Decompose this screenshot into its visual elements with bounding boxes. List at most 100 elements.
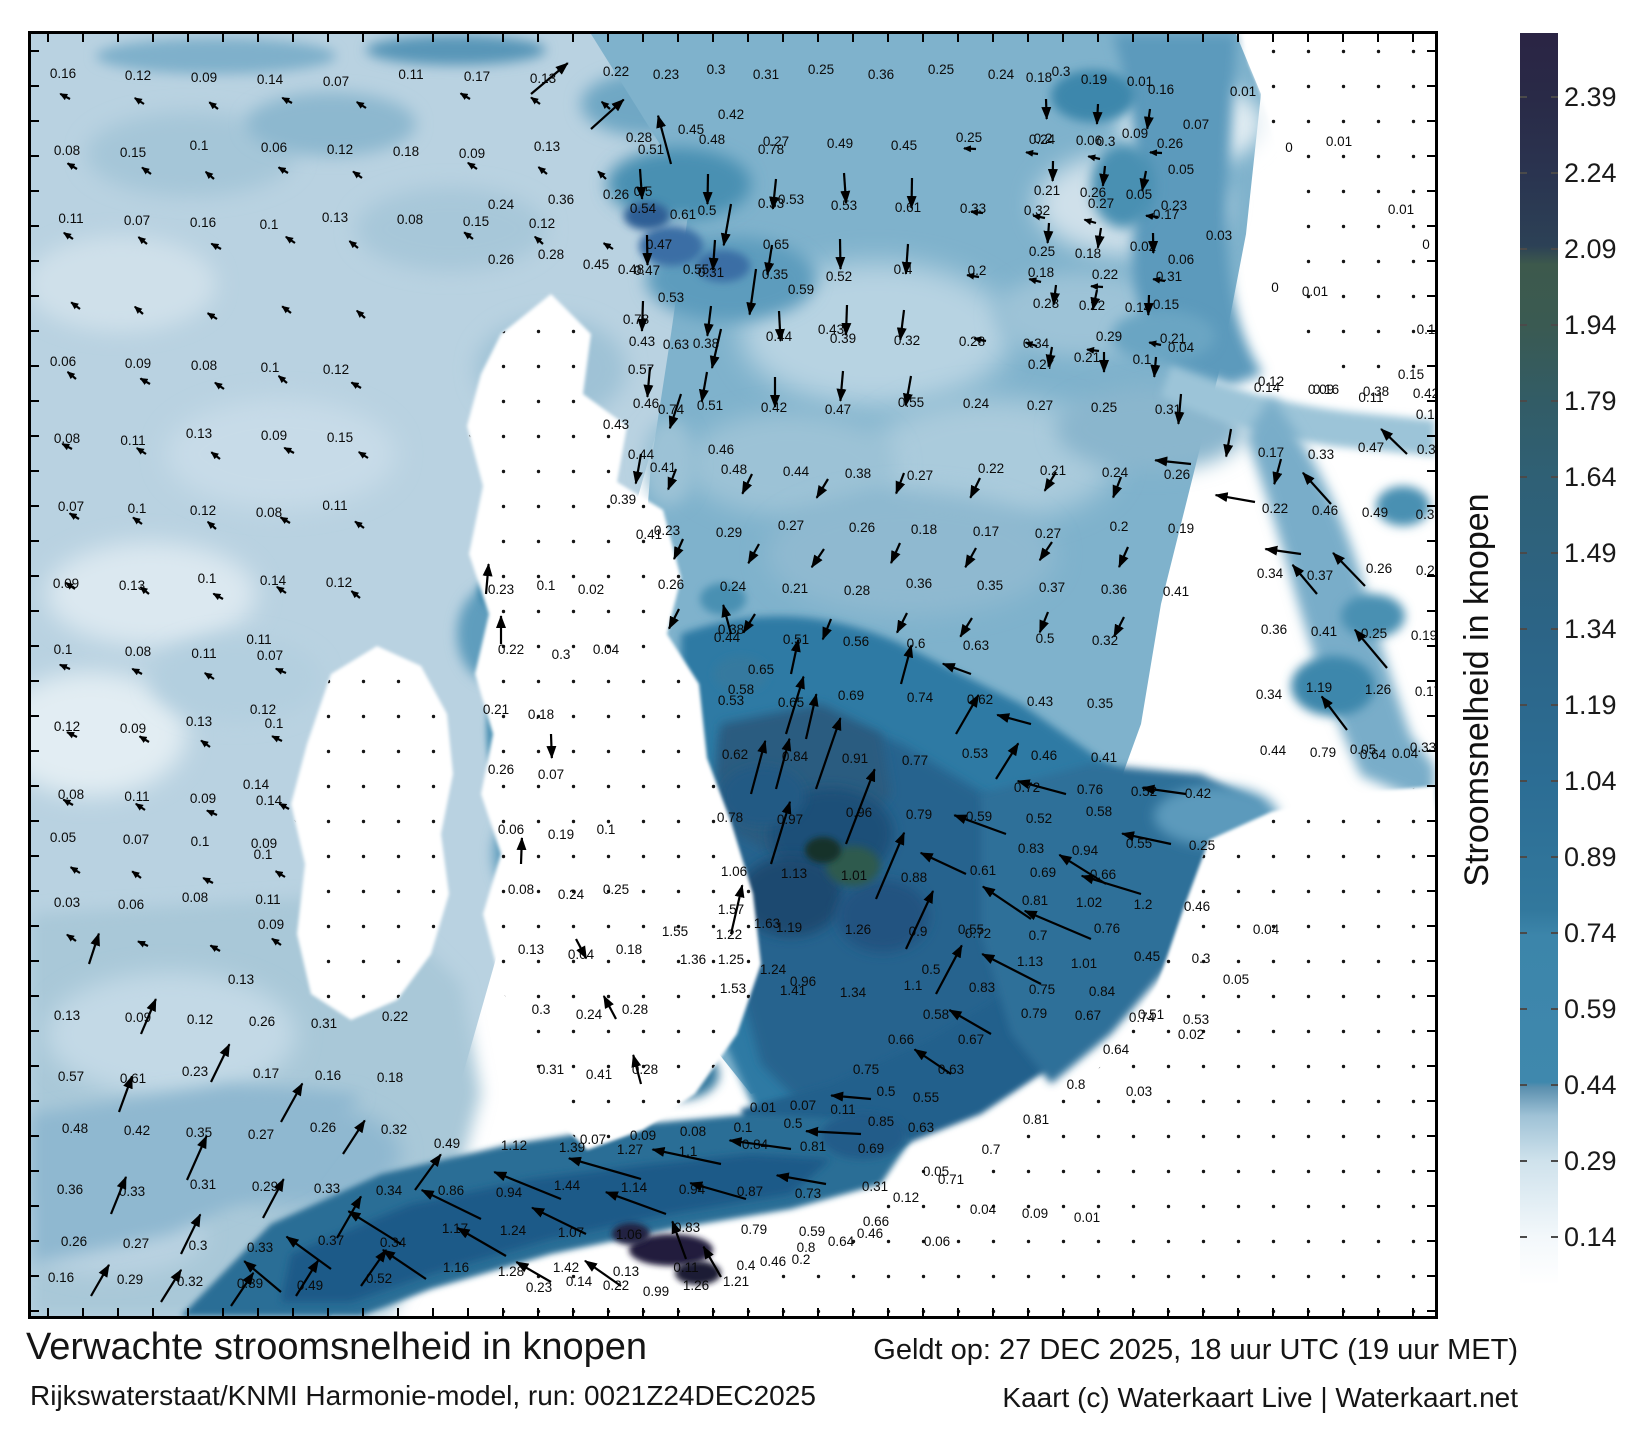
svg-text:0.22: 0.22 [1262, 501, 1288, 516]
svg-text:0.05: 0.05 [1350, 742, 1376, 757]
svg-text:0.42: 0.42 [1413, 386, 1435, 401]
svg-text:0.75: 0.75 [853, 1062, 879, 1077]
svg-text:0.37: 0.37 [1307, 568, 1333, 583]
svg-text:0.18: 0.18 [616, 942, 642, 957]
svg-text:0.59: 0.59 [799, 1224, 825, 1239]
svg-text:0.43: 0.43 [818, 322, 844, 337]
svg-text:0.07: 0.07 [538, 767, 564, 782]
svg-text:1.01: 1.01 [1071, 956, 1097, 971]
colorbar-tick [1520, 932, 1527, 934]
svg-text:0.37: 0.37 [1039, 580, 1065, 595]
svg-text:1.27: 1.27 [617, 1142, 643, 1157]
svg-text:0.26: 0.26 [249, 1014, 275, 1029]
svg-text:0.05: 0.05 [1168, 162, 1194, 177]
svg-text:0.29: 0.29 [1096, 329, 1122, 344]
colorbar-tick [1551, 96, 1558, 98]
svg-text:0.99: 0.99 [643, 1284, 669, 1299]
svg-text:0.12: 0.12 [327, 142, 353, 157]
svg-text:0.31: 0.31 [311, 1016, 337, 1031]
svg-text:1.19: 1.19 [1306, 680, 1332, 695]
svg-text:0.41: 0.41 [1311, 624, 1337, 639]
svg-text:0.01: 0.01 [750, 1100, 776, 1115]
svg-text:0.26: 0.26 [488, 252, 514, 267]
svg-text:0.29: 0.29 [252, 1179, 278, 1194]
svg-text:0.28: 0.28 [622, 1002, 648, 1017]
svg-text:0.24: 0.24 [558, 887, 585, 902]
svg-text:0.09: 0.09 [120, 721, 146, 736]
colorbar-tick [1520, 324, 1527, 326]
svg-text:0.07: 0.07 [790, 1098, 816, 1113]
colorbar-tick [1520, 1236, 1527, 1238]
svg-text:0.35: 0.35 [977, 578, 1003, 593]
svg-text:0.09: 0.09 [125, 356, 151, 371]
colorbar-tick [1520, 780, 1527, 782]
svg-text:0.09: 0.09 [1122, 126, 1148, 141]
svg-text:0.94: 0.94 [496, 1185, 523, 1200]
svg-text:0.45: 0.45 [891, 138, 917, 153]
svg-text:0.13: 0.13 [186, 426, 212, 441]
svg-text:0.35: 0.35 [762, 267, 788, 282]
figure-title: Verwachte stroomsnelheid in knopen [26, 1326, 648, 1368]
svg-text:0.18: 0.18 [1028, 265, 1054, 280]
svg-text:0.34: 0.34 [380, 1235, 407, 1250]
svg-text:1.06: 1.06 [721, 864, 747, 879]
svg-text:0.13: 0.13 [530, 71, 556, 86]
svg-text:1.26: 1.26 [683, 1278, 709, 1293]
svg-text:0.17: 0.17 [1258, 445, 1284, 460]
svg-text:0.14: 0.14 [1254, 380, 1281, 395]
svg-text:0.09: 0.09 [1022, 1206, 1048, 1221]
colorbar [1520, 33, 1558, 1285]
svg-text:0.12: 0.12 [125, 68, 151, 83]
svg-text:0.08: 0.08 [54, 431, 80, 446]
svg-text:0.11: 0.11 [255, 892, 280, 907]
svg-text:0.46: 0.46 [708, 442, 734, 457]
svg-text:0.1: 0.1 [254, 847, 273, 862]
svg-text:0.32: 0.32 [177, 1274, 203, 1289]
svg-text:1.2: 1.2 [1134, 897, 1153, 912]
colorbar-tick-label: 0.44 [1564, 1070, 1617, 1100]
svg-text:0.05: 0.05 [1126, 187, 1152, 202]
svg-text:0.23: 0.23 [526, 1280, 552, 1295]
svg-text:0.66: 0.66 [888, 1032, 914, 1047]
svg-text:0.12: 0.12 [54, 719, 80, 734]
svg-text:1.1: 1.1 [904, 978, 923, 993]
colorbar-tick [1551, 248, 1558, 250]
colorbar-tick-label: 2.39 [1564, 82, 1617, 112]
colorbar-tick [1551, 780, 1558, 782]
svg-text:0.06: 0.06 [1076, 133, 1102, 148]
svg-text:0.42: 0.42 [718, 107, 744, 122]
svg-text:0.35: 0.35 [186, 1125, 212, 1140]
svg-text:0.1: 0.1 [1417, 322, 1435, 337]
svg-text:0.24: 0.24 [963, 396, 990, 411]
svg-text:0.88: 0.88 [901, 870, 927, 885]
svg-text:0.27: 0.27 [248, 1127, 274, 1142]
colorbar-title: Stroomsnelheid in knopen [1458, 493, 1496, 887]
svg-text:0.14: 0.14 [243, 777, 270, 792]
svg-text:0.41: 0.41 [636, 527, 662, 542]
svg-text:0.41: 0.41 [650, 460, 676, 475]
svg-text:0.28: 0.28 [538, 247, 564, 262]
svg-text:0.12: 0.12 [529, 216, 555, 231]
svg-text:0.24: 0.24 [1029, 132, 1056, 147]
svg-text:0.11: 0.11 [398, 67, 423, 82]
svg-text:0.27: 0.27 [763, 134, 789, 149]
colorbar-gradient [1520, 33, 1558, 1285]
svg-text:0.1: 0.1 [261, 360, 280, 375]
svg-text:0.08: 0.08 [397, 212, 423, 227]
svg-text:0.1: 0.1 [734, 1120, 753, 1135]
colorbar-tick-label: 1.04 [1564, 766, 1617, 796]
svg-text:0.08: 0.08 [54, 143, 80, 158]
svg-text:0.84: 0.84 [1089, 984, 1116, 999]
svg-text:0.69: 0.69 [838, 688, 864, 703]
svg-text:0.09: 0.09 [630, 1128, 656, 1143]
svg-text:0.48: 0.48 [618, 262, 644, 277]
svg-text:0.26: 0.26 [849, 520, 875, 535]
svg-text:1.24: 1.24 [500, 1223, 527, 1238]
svg-text:0.7: 0.7 [1029, 928, 1048, 943]
svg-text:0.83: 0.83 [674, 1220, 700, 1235]
svg-text:0.51: 0.51 [638, 142, 664, 157]
svg-text:0.3: 0.3 [1192, 951, 1211, 966]
svg-text:0.78: 0.78 [717, 810, 743, 825]
svg-text:0.18: 0.18 [1075, 246, 1101, 261]
svg-text:0.1: 0.1 [198, 571, 217, 586]
